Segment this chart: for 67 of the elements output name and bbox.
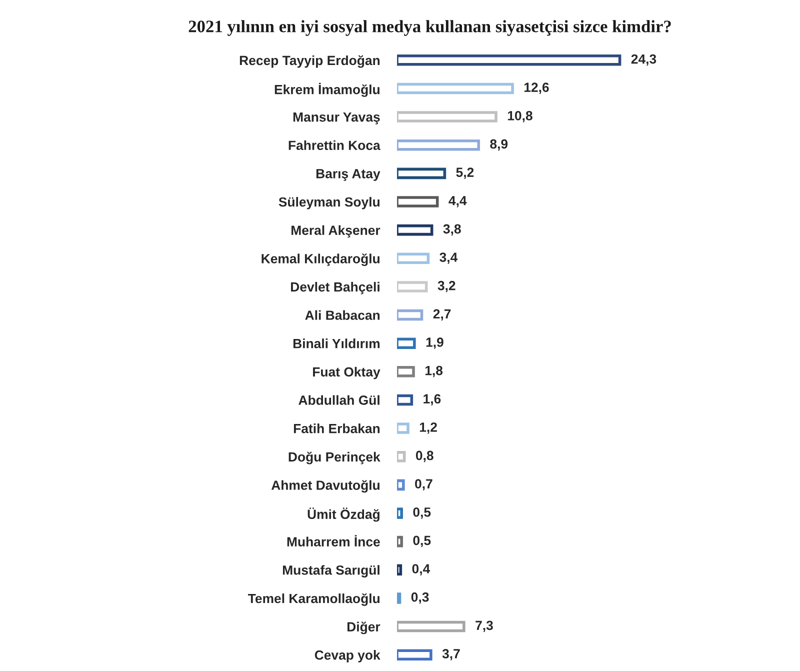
y-tick-label: Ahmet Davutoğlu (271, 480, 380, 493)
y-tick-label: Meral Akşener (292, 225, 380, 238)
bar (397, 168, 446, 180)
data-label: 5,2 (456, 168, 474, 179)
data-label: 24,3 (631, 54, 656, 66)
bar (397, 82, 514, 94)
data-label: 1,9 (426, 338, 444, 349)
data-label: 0,5 (413, 507, 431, 519)
y-tick-label: Kemal Kılıçdaroğlu (262, 254, 380, 266)
bar (397, 309, 424, 321)
data-label: 3,7 (442, 649, 460, 660)
data-label: 1,6 (424, 394, 441, 406)
y-tick-label: Devlet Bahçeli (291, 282, 380, 294)
bar (397, 281, 428, 292)
bar (397, 196, 439, 208)
bar (397, 592, 402, 604)
data-label: 0,5 (413, 536, 431, 548)
data-label: 7,3 (476, 620, 493, 632)
y-tick-label: Fatih Erbakan (294, 424, 380, 434)
bar (397, 564, 402, 576)
y-tick-label: Cevap yok (314, 650, 380, 662)
data-label: 1,2 (420, 422, 437, 434)
bar (397, 394, 414, 406)
bar (397, 252, 430, 264)
data-label: 2,7 (433, 309, 451, 320)
data-label: 3,4 (440, 252, 458, 264)
y-tick-label: Muharrem İnce (287, 535, 380, 546)
y-tick-label: Mustafa Sarıgül (282, 565, 380, 578)
bar (397, 649, 432, 660)
data-label: 10,8 (508, 110, 532, 122)
y-tick-label: Süleyman Soylu (278, 196, 380, 210)
y-tick-label: Ümit Özdağ (308, 508, 380, 522)
bar (397, 338, 416, 349)
y-tick-label: Recep Tayyip Erdoğan (240, 55, 380, 68)
bar (397, 536, 403, 548)
y-tick-label: Binali Yıldırım (293, 338, 380, 348)
bar (397, 508, 403, 519)
y-tick-label: Mansur Yavaş (293, 112, 380, 124)
y-tick-label: Abdullah Gül (298, 395, 380, 405)
data-label: 3,2 (438, 280, 456, 292)
y-tick-label: Fahrettin Koca (288, 140, 380, 150)
bar (397, 139, 480, 151)
data-label: 12,6 (524, 82, 549, 94)
bar (397, 224, 434, 236)
y-tick-label: Barış Atay (316, 169, 380, 181)
y-tick-label: Ali Babacan (305, 310, 380, 320)
chart-title: 2021 yılının en iyi sosyal medya kullanan siyasetçisi sizce kimdir? (188, 20, 671, 36)
bar (397, 450, 406, 462)
y-tick-label: Ekrem İmamoğlu (274, 82, 380, 97)
data-label: 8,9 (490, 139, 508, 151)
bar (397, 111, 498, 122)
y-tick-label: Doğu Perinçek (288, 452, 380, 464)
data-label: 3,8 (443, 224, 461, 236)
bar (397, 366, 415, 378)
data-label: 0,3 (411, 592, 429, 604)
y-tick-label: Diğer (347, 622, 380, 634)
bar (397, 422, 410, 434)
y-tick-label: Temel Karamollaoğlu (248, 593, 380, 606)
data-label: 0,4 (412, 564, 430, 576)
bar (397, 479, 405, 491)
data-label: 4,4 (448, 196, 467, 208)
data-label: 1,8 (425, 366, 443, 378)
bar (397, 54, 622, 66)
data-label: 0,8 (416, 450, 434, 462)
y-tick-label: Fuat Oktay (313, 366, 380, 380)
data-label: 0,7 (415, 479, 432, 490)
bar (397, 620, 466, 632)
